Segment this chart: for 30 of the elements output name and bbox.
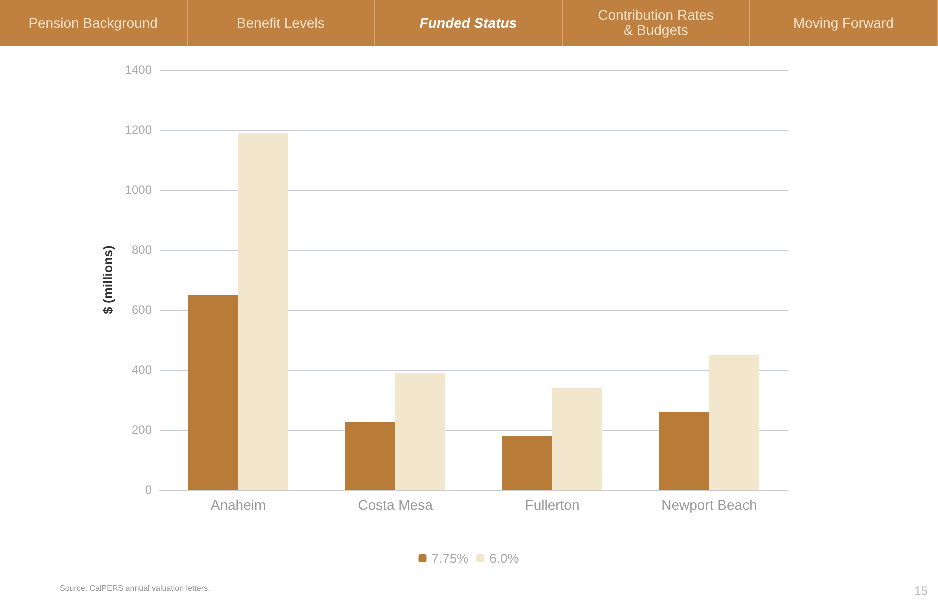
x-tick-label: Fullerton (525, 497, 580, 513)
text: Funded Status (375, 0, 563, 46)
legend-label: 6.0% (490, 551, 520, 566)
text: Pension Background (0, 0, 188, 46)
bar (188, 295, 238, 490)
y-tick-label: 200 (132, 423, 152, 437)
text: 15 (914, 584, 928, 598)
bar (502, 436, 552, 490)
y-tick-label: 1000 (125, 183, 152, 197)
text: Benefit Levels (188, 0, 376, 46)
text: Moving Forward (750, 0, 938, 46)
bar (660, 412, 710, 490)
x-tick-label: Costa Mesa (358, 497, 434, 513)
bar (710, 355, 760, 490)
x-tick-label: Newport Beach (662, 497, 758, 513)
legend-label: 7.75% (432, 551, 470, 566)
y-tick-label: 1400 (125, 63, 152, 77)
y-tick-label: 0 (145, 483, 152, 497)
x-tick-label: Anaheim (210, 497, 266, 513)
y-tick-label: 1200 (125, 123, 152, 137)
y-tick-label: 600 (132, 303, 152, 317)
bar (238, 133, 288, 490)
y-tick-label: 400 (132, 363, 152, 377)
y-axis-title: $ (millions) (100, 246, 116, 314)
text: Contribution Rates & Budgets (562, 0, 750, 46)
bar (346, 422, 396, 490)
bar (396, 373, 446, 490)
y-tick-label: 800 (132, 243, 152, 257)
bar (552, 388, 602, 490)
source-note: Source: CalPERS annual valuation letters. (60, 584, 210, 593)
